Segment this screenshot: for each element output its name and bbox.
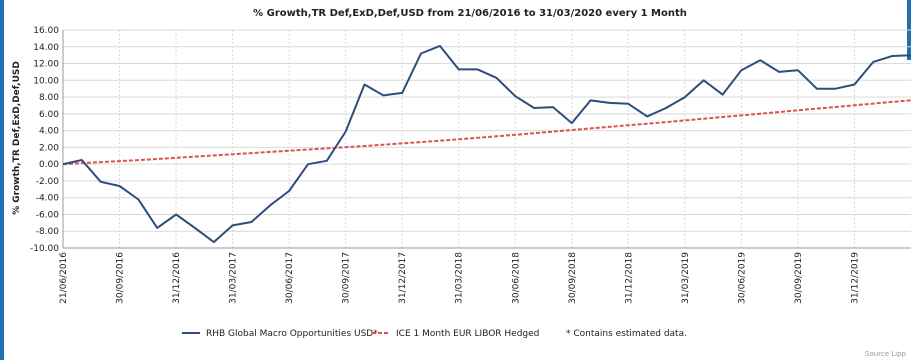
- y-tick-label: 8.00: [39, 93, 59, 103]
- x-tick-label: 31/12/2019: [850, 252, 860, 304]
- source-credit: Source Lipp: [865, 350, 907, 358]
- y-tick-label: -10.00: [30, 244, 59, 254]
- y-tick-label: -6.00: [36, 210, 60, 220]
- x-tick-label: 30/09/2016: [116, 252, 126, 304]
- y-tick-label: -4.00: [36, 194, 60, 204]
- y-tick-label: 0.00: [39, 160, 59, 170]
- y-tick-label: 6.00: [39, 110, 59, 120]
- legend-label-0: RHB Global Macro Opportunities USD*: [206, 329, 378, 339]
- x-tick-label: 21/06/2016: [59, 252, 69, 304]
- x-tick-label: 30/06/2018: [511, 252, 521, 304]
- x-tick-label: 31/03/2018: [455, 252, 465, 304]
- y-axis-label: % Growth,TR Def,ExD,Def,USD: [12, 61, 22, 215]
- grid: [62, 29, 911, 249]
- x-tick-label: 31/12/2018: [624, 252, 634, 304]
- legend: RHB Global Macro Opportunities USD* ICE 1…: [182, 329, 687, 339]
- x-tick-label: 31/12/2016: [172, 252, 182, 304]
- x-tick-label: 31/12/2017: [398, 252, 408, 304]
- x-tick-label: 31/03/2017: [229, 252, 239, 304]
- x-tick-label: 30/06/2017: [285, 252, 295, 304]
- series-line-1: [62, 99, 911, 166]
- y-tick-label: -2.00: [36, 177, 60, 187]
- legend-label-1: ICE 1 Month EUR LIBOR Hedged: [396, 329, 539, 339]
- x-tick-label: 30/09/2018: [568, 252, 578, 304]
- y-tick-label: -8.00: [36, 227, 60, 237]
- x-tick-labels: 21/06/2016 30/09/2016 31/12/2016 31/03/2017…: [59, 252, 860, 304]
- series-lines: [62, 44, 911, 244]
- x-tick-label: 30/09/2019: [794, 252, 804, 304]
- x-tick-label: 31/03/2019: [681, 252, 691, 304]
- chart-title: % Growth,TR Def,ExD,Def,USD from 21/06/2…: [253, 8, 687, 19]
- x-tick-label: 30/06/2019: [737, 252, 747, 304]
- x-tick-label: 30/09/2017: [342, 252, 352, 304]
- y-tick-label: 2.00: [39, 143, 59, 153]
- y-tick-label: 10.00: [33, 76, 59, 86]
- y-tick-label: 4.00: [39, 127, 59, 137]
- left-frame-border: [0, 0, 4, 360]
- legend-note: * Contains estimated data.: [566, 329, 687, 339]
- y-tick-labels: 16.00 14.00 12.00 10.00 8.00 6.00 4.00 2.00 0.00…: [30, 26, 59, 254]
- y-tick-label: 12.00: [33, 60, 59, 70]
- y-tick-label: 16.00: [33, 26, 59, 36]
- series-line-0: [62, 44, 911, 244]
- y-tick-label: 14.00: [33, 43, 59, 53]
